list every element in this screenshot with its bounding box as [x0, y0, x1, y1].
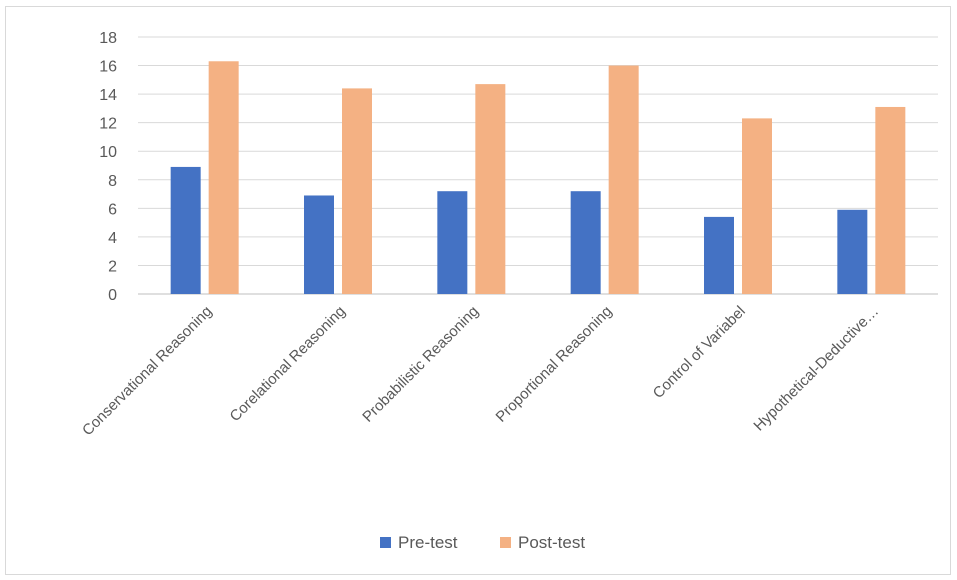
y-tick-label: 16 — [99, 59, 117, 76]
bar-post-test-3 — [608, 65, 639, 294]
bar-pre-test-2 — [437, 191, 468, 294]
bar-post-test-2 — [475, 84, 506, 294]
bar-post-test-4 — [742, 118, 772, 294]
x-tick-label: Conservational Reasoning — [79, 303, 215, 439]
legend-swatch-post-test — [500, 537, 511, 548]
y-tick-label: 14 — [99, 87, 117, 104]
bar-pre-test-4 — [704, 216, 734, 294]
legend-label-post-test: Post-test — [518, 533, 585, 552]
x-tick-label: Corelational Reasoning — [227, 303, 349, 425]
legend-swatch-pre-test — [380, 537, 391, 548]
bar-pre-test-0 — [170, 166, 201, 294]
y-tick-label: 8 — [108, 173, 117, 190]
bar-pre-test-5 — [837, 209, 868, 294]
bar-post-test-0 — [208, 61, 239, 295]
x-tick-label: Probabilistic Reasoning — [359, 303, 482, 426]
bar-pre-test-1 — [304, 195, 334, 294]
gridlines — [138, 36, 938, 295]
bar-post-test-1 — [342, 88, 372, 295]
y-tick-label: 2 — [108, 258, 117, 275]
y-tick-label: 10 — [99, 144, 117, 161]
y-axis-ticks: 0 2 4 6 8 10 12 14 16 18 — [99, 30, 117, 304]
y-tick-label: 6 — [108, 201, 117, 218]
y-tick-label: 12 — [99, 116, 117, 133]
x-tick-label: Control of Variabel — [650, 303, 749, 402]
x-tick-label: Hypothetical-Deductive… — [750, 303, 882, 435]
bar-pre-test-3 — [570, 191, 601, 294]
bars — [170, 61, 906, 295]
y-tick-label: 18 — [99, 30, 117, 47]
x-axis-labels: Conservational Reasoning Corelational Rea… — [79, 303, 882, 439]
y-tick-label: 4 — [108, 230, 117, 247]
bar-post-test-5 — [875, 106, 906, 294]
x-tick-label: Proportional Reasoning — [493, 303, 616, 426]
legend: Pre-test Post-test — [380, 533, 585, 552]
legend-label-pre-test: Pre-test — [398, 533, 458, 552]
y-tick-label: 0 — [108, 287, 117, 304]
